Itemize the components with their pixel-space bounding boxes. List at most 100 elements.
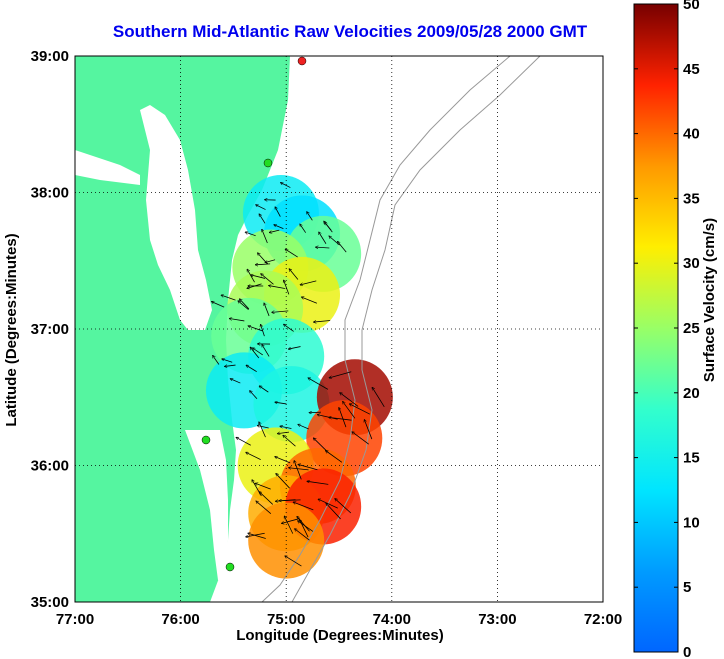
velocity-arrow [335, 499, 352, 514]
y-tick-label: 38:00 [31, 185, 69, 202]
y-axis-label: Latitude (Degrees:Minutes) [3, 233, 20, 426]
land-mass [75, 56, 290, 602]
colorbar-tick-label: 20 [683, 385, 700, 402]
velocity-arrow [251, 275, 266, 279]
velocity-arrow [289, 269, 299, 280]
colorbar-ticks: 0 5 10 15 20 25 30 35 40 45 50 [634, 0, 700, 659]
velocity-arrow [236, 437, 251, 446]
velocity-arrow [246, 532, 265, 537]
station-marker [263, 158, 273, 168]
colorbar-tick-label: 50 [683, 0, 700, 13]
velocity-vectors [212, 183, 385, 567]
velocity-arrow [255, 264, 271, 265]
colorbar-tick-label: 35 [683, 190, 700, 207]
velocity-arrow [269, 229, 280, 232]
colorbar-tick-label: 15 [683, 450, 700, 467]
velocity-arrow [309, 412, 321, 413]
velocity-arrow [339, 408, 347, 428]
velocity-arrow [317, 415, 338, 420]
velocity-arrow [289, 468, 309, 471]
chart-title: Southern Mid-Atlantic Raw Velocities 200… [112, 22, 588, 41]
velocity-arrow [284, 516, 294, 534]
x-tick-label: 75:00 [267, 611, 305, 628]
y-axis-ticks: 39:00 38:00 37:00 36:00 35:00 [31, 48, 69, 611]
station-marker [297, 56, 307, 66]
velocity-arrow [319, 232, 327, 244]
y-tick-label: 36:00 [31, 458, 69, 475]
velocity-arrow [274, 225, 284, 229]
velocity-arrow [295, 529, 310, 541]
velocity-arrow [326, 451, 343, 463]
x-tick-label: 74:00 [373, 611, 411, 628]
velocity-arrow [300, 520, 309, 538]
y-tick-label: 39:00 [31, 48, 69, 65]
velocity-arrow [221, 295, 236, 301]
y-tick-label: 35:00 [31, 594, 69, 611]
velocity-arrow [308, 378, 329, 390]
bathymetry-contour-outer [291, 56, 541, 602]
velocity-arrow [280, 426, 292, 429]
velocity-arrow [318, 499, 338, 509]
velocity-arrow [298, 464, 318, 471]
velocity-arrow [259, 214, 266, 224]
velocity-arrow [288, 346, 301, 349]
velocity-arrow [293, 502, 314, 511]
velocity-arrow [279, 500, 301, 501]
station-marker [225, 562, 235, 572]
y-tick-label: 37:00 [31, 321, 69, 338]
bathymetry-contour [261, 56, 511, 602]
velocity-arrow [256, 205, 266, 210]
velocity-arrow [338, 242, 347, 253]
colorbar [633, 3, 679, 653]
velocity-arrow [222, 359, 233, 363]
velocity-arrow [272, 310, 289, 313]
velocity-arrow [364, 420, 373, 440]
velocity-arrow [340, 393, 359, 407]
velocity-arrow [283, 435, 296, 447]
velocity-arrow [246, 365, 257, 373]
velocity-arrow [277, 431, 290, 434]
velocity-arrow [324, 221, 333, 233]
velocity-arrow [256, 501, 272, 514]
velocity-arrow [258, 253, 268, 265]
velocity-arrow [255, 483, 271, 490]
x-axis-label: Longitude (Degrees:Minutes) [236, 627, 444, 644]
velocity-arrow [276, 474, 290, 489]
velocity-arrow [212, 302, 225, 308]
velocity-arrow [259, 422, 266, 438]
velocity-arrow [253, 348, 263, 356]
colorbar-tick-label: 10 [683, 514, 700, 531]
x-tick-label: 76:00 [161, 611, 199, 628]
colorbar-tick-label: 0 [683, 644, 691, 659]
velocity-arrow [250, 391, 258, 400]
velocity-arrow [372, 387, 385, 407]
velocity-arrow [262, 229, 268, 244]
velocity-arrow [284, 280, 290, 295]
velocity-arrow [213, 356, 220, 365]
velocity-arrow [248, 533, 266, 539]
station-marker [201, 435, 211, 445]
velocity-arrow [302, 297, 318, 304]
colorbar-tick-label: 5 [683, 579, 691, 596]
grid-lines [75, 56, 603, 602]
velocity-arrow [246, 452, 261, 460]
colorbar-label: Surface Velocity (cm/s) [701, 218, 718, 382]
x-tick-label: 77:00 [56, 611, 94, 628]
velocity-arrow [248, 326, 263, 332]
velocity-arrow [275, 457, 291, 464]
velocity-arrow [297, 517, 310, 532]
velocity-arrow [298, 424, 309, 430]
velocity-arrow [229, 319, 245, 322]
velocity-arrow [230, 379, 241, 384]
x-axis-ticks: 77:00 76:00 75:00 74:00 73:00 72:00 [56, 611, 622, 628]
x-tick-label: 73:00 [478, 611, 516, 628]
velocity-arrow [264, 303, 270, 317]
velocity-arrow [225, 365, 236, 366]
velocity-arrow [262, 345, 270, 357]
colorbar-tick-label: 25 [683, 320, 700, 337]
chesapeake-bay [140, 105, 212, 330]
velocity-arrow [238, 301, 249, 310]
velocity-arrow [307, 481, 329, 485]
velocity-arrow [285, 556, 302, 567]
